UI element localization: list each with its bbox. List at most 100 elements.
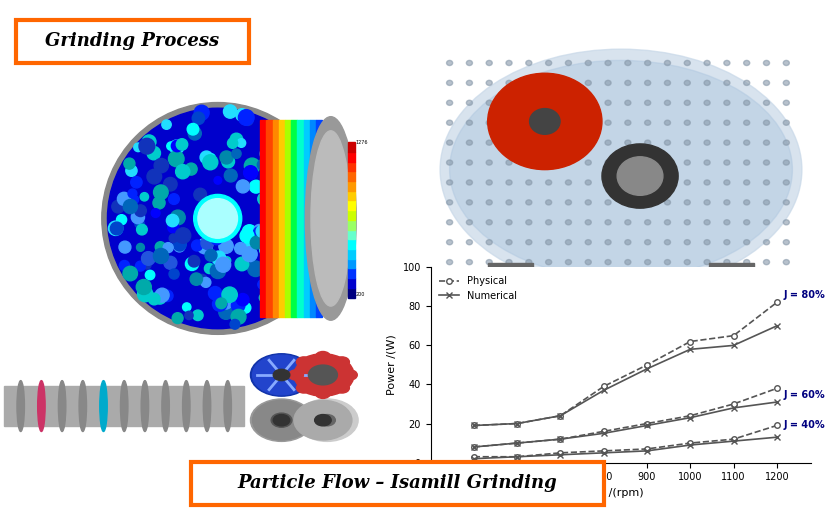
Circle shape <box>204 213 219 228</box>
Ellipse shape <box>311 131 350 306</box>
Circle shape <box>529 108 559 134</box>
Circle shape <box>585 220 590 225</box>
X-axis label: d /(rpm): d /(rpm) <box>597 488 643 498</box>
Circle shape <box>142 261 151 269</box>
Circle shape <box>782 100 788 105</box>
Circle shape <box>164 256 177 269</box>
Bar <box>347 210 355 220</box>
Bar <box>347 200 355 210</box>
Circle shape <box>466 200 472 205</box>
Circle shape <box>485 240 492 245</box>
Circle shape <box>175 228 190 243</box>
Circle shape <box>525 280 531 285</box>
Circle shape <box>170 210 185 225</box>
Line: Numerical: Numerical <box>470 322 779 429</box>
Ellipse shape <box>203 380 211 432</box>
Numerical <box>598 387 608 393</box>
Circle shape <box>545 120 551 125</box>
Circle shape <box>525 120 531 125</box>
Physical <box>598 383 608 390</box>
Circle shape <box>545 80 551 85</box>
Circle shape <box>263 224 278 239</box>
Circle shape <box>782 160 788 165</box>
Circle shape <box>191 240 203 251</box>
Text: 200: 200 <box>356 292 365 297</box>
Circle shape <box>296 383 311 393</box>
Circle shape <box>644 240 650 245</box>
Bar <box>487 263 533 279</box>
Circle shape <box>782 120 788 125</box>
Circle shape <box>253 227 265 240</box>
Circle shape <box>485 200 492 205</box>
Circle shape <box>703 100 710 105</box>
Circle shape <box>466 100 472 105</box>
Circle shape <box>265 181 279 195</box>
Circle shape <box>485 260 492 265</box>
Circle shape <box>585 60 590 66</box>
Circle shape <box>119 261 129 271</box>
Circle shape <box>110 222 123 235</box>
Circle shape <box>244 158 260 174</box>
Circle shape <box>263 213 279 229</box>
Numerical <box>771 323 781 329</box>
Circle shape <box>190 273 203 285</box>
Circle shape <box>131 177 142 188</box>
Polygon shape <box>284 119 291 317</box>
Circle shape <box>601 144 677 208</box>
Bar <box>347 171 355 181</box>
Circle shape <box>446 100 452 105</box>
Circle shape <box>466 80 472 85</box>
Circle shape <box>585 260 590 265</box>
Circle shape <box>485 160 492 165</box>
Circle shape <box>505 100 511 105</box>
Bar <box>347 152 355 161</box>
Circle shape <box>545 160 551 165</box>
Circle shape <box>624 120 630 125</box>
Circle shape <box>723 220 729 225</box>
Circle shape <box>256 225 268 237</box>
Bar <box>4 387 244 426</box>
Circle shape <box>236 180 249 193</box>
Ellipse shape <box>58 380 66 432</box>
Circle shape <box>743 120 748 125</box>
Circle shape <box>291 354 354 396</box>
Circle shape <box>743 220 748 225</box>
Circle shape <box>296 357 311 367</box>
Circle shape <box>231 299 245 312</box>
Circle shape <box>683 240 690 245</box>
Circle shape <box>505 180 511 185</box>
Circle shape <box>176 139 188 150</box>
Circle shape <box>112 200 124 213</box>
Bar <box>347 268 355 278</box>
Polygon shape <box>316 119 322 317</box>
Polygon shape <box>279 119 284 317</box>
Circle shape <box>762 160 768 165</box>
Circle shape <box>466 160 472 165</box>
Circle shape <box>146 270 155 280</box>
Circle shape <box>279 210 294 225</box>
Circle shape <box>565 220 571 225</box>
Circle shape <box>762 280 768 285</box>
FancyBboxPatch shape <box>16 20 249 63</box>
Circle shape <box>446 280 452 285</box>
Circle shape <box>723 140 729 145</box>
Circle shape <box>260 150 267 158</box>
Circle shape <box>163 243 173 253</box>
Circle shape <box>505 140 511 145</box>
Circle shape <box>525 220 531 225</box>
Circle shape <box>136 261 146 271</box>
Bar <box>347 230 355 240</box>
Ellipse shape <box>100 380 108 432</box>
Circle shape <box>198 198 237 238</box>
Circle shape <box>198 239 208 249</box>
Circle shape <box>723 240 729 245</box>
Ellipse shape <box>121 380 127 432</box>
Circle shape <box>663 100 670 105</box>
Circle shape <box>585 180 590 185</box>
Circle shape <box>264 153 272 161</box>
Circle shape <box>743 280 748 285</box>
Polygon shape <box>291 119 297 317</box>
Circle shape <box>231 309 246 324</box>
Circle shape <box>270 218 284 232</box>
Circle shape <box>171 140 183 152</box>
